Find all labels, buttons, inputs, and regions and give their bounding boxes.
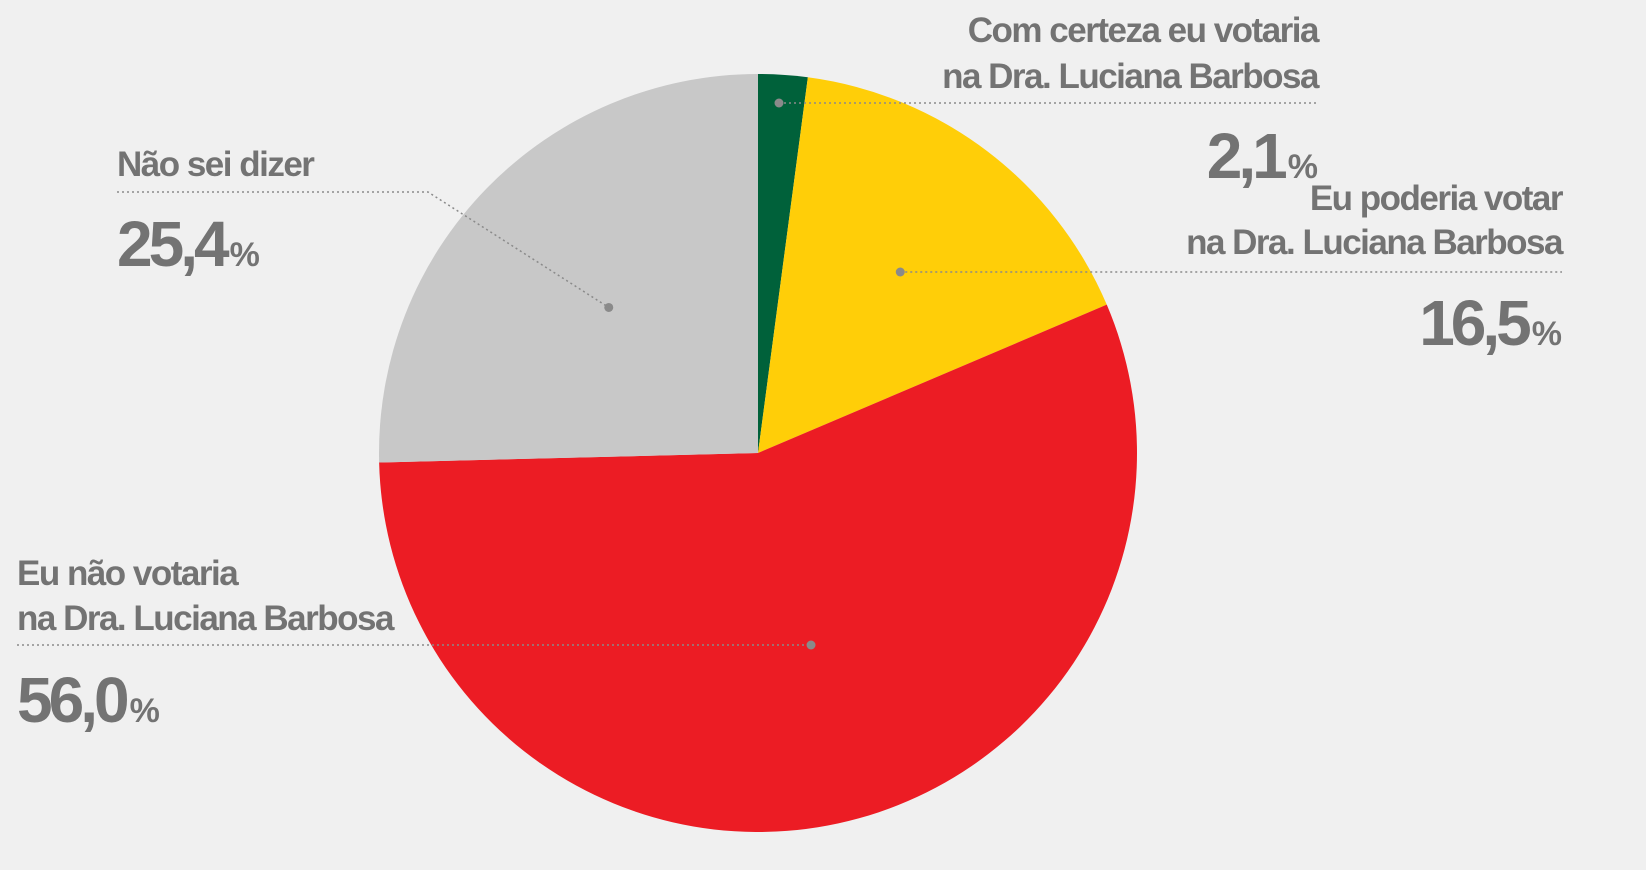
leader-lines: [17, 98, 1562, 650]
slice-label-line: Eu poderia votar: [1310, 179, 1564, 218]
slice-value-label: 2,1%: [1207, 120, 1318, 192]
slice-value-label: 16,5%: [1419, 287, 1562, 359]
slice-labels: Com certeza eu votaria na Dra. Luciana Ba…: [17, 11, 1566, 736]
pie-slice: [758, 77, 1107, 454]
slice-label-line: Não sei dizer: [117, 145, 315, 184]
leader-dot: [806, 640, 816, 650]
pie-slice: [758, 74, 808, 453]
slice-label-line: Com certeza eu votaria: [968, 11, 1320, 50]
slice-label-line: na Dra. Luciana Barbosa: [17, 599, 395, 638]
pie-slice: [379, 74, 758, 463]
pie-slices: [379, 74, 1137, 833]
pie-slice: [379, 304, 1137, 833]
slice-label-line: na Dra. Luciana Barbosa: [1186, 223, 1564, 262]
slice-label-line: Eu não votaria: [17, 554, 239, 593]
leader-line: [117, 191, 610, 309]
slice-label-line: na Dra. Luciana Barbosa: [942, 57, 1320, 96]
slice-value-label: 56,0%: [17, 664, 160, 736]
slice-value-label: 25,4%: [117, 208, 260, 280]
